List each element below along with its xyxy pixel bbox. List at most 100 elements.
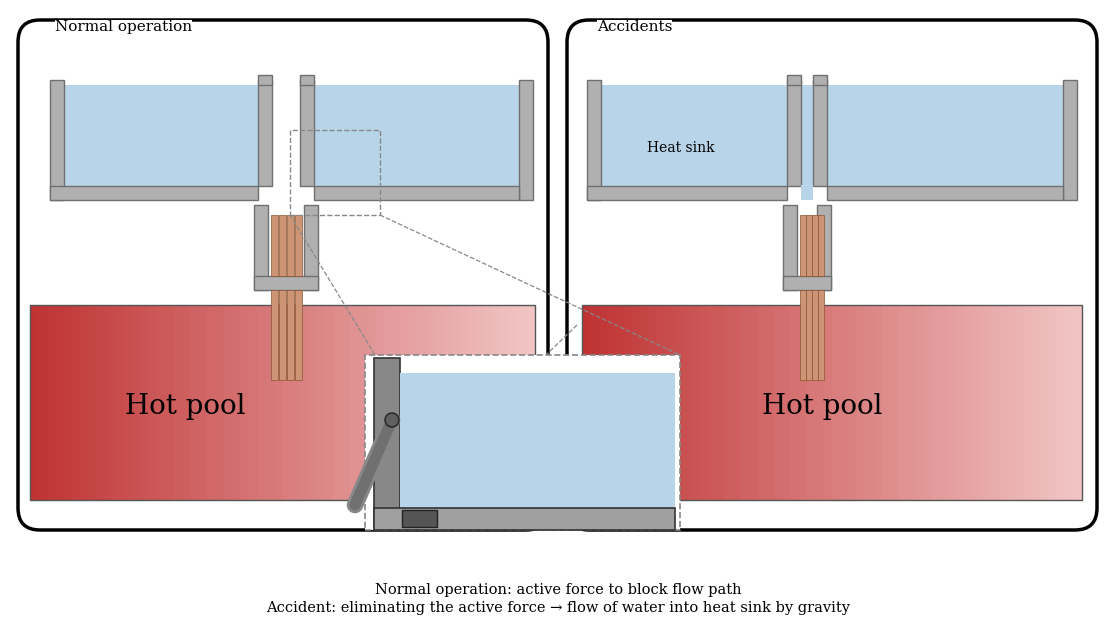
Bar	[207, 305, 217, 500]
Bar	[89, 305, 98, 500]
Bar	[50, 80, 64, 200]
Bar	[588, 186, 787, 200]
Bar	[80, 305, 89, 500]
Bar	[882, 305, 891, 500]
Bar	[308, 305, 317, 500]
Bar	[258, 75, 273, 85]
Bar	[333, 305, 343, 500]
Bar	[451, 305, 460, 500]
Bar	[468, 305, 477, 500]
Bar	[254, 205, 268, 290]
Text: Normal operation: active force to block flow path: Normal operation: active force to block …	[374, 583, 742, 597]
Bar	[271, 215, 278, 276]
Bar	[287, 215, 294, 276]
Bar	[682, 305, 691, 500]
Bar	[417, 305, 427, 500]
Bar	[1073, 305, 1083, 500]
Bar	[342, 305, 351, 500]
Bar	[402, 510, 437, 527]
Bar	[435, 305, 443, 500]
Bar	[806, 215, 812, 276]
FancyBboxPatch shape	[567, 20, 1097, 530]
Bar	[615, 305, 624, 500]
Bar	[476, 305, 486, 500]
Bar	[832, 305, 841, 500]
Bar	[813, 80, 827, 186]
Bar	[240, 305, 250, 500]
Bar	[509, 305, 519, 500]
Bar	[1032, 305, 1041, 500]
Bar	[114, 305, 124, 500]
Bar	[748, 305, 758, 500]
Bar	[674, 305, 682, 500]
Bar	[1057, 305, 1067, 500]
Bar	[782, 305, 791, 500]
Circle shape	[385, 413, 399, 427]
Bar	[640, 305, 650, 500]
Bar	[274, 305, 284, 500]
Bar	[774, 305, 783, 500]
Bar	[295, 290, 302, 380]
Bar	[258, 80, 273, 186]
Bar	[290, 130, 380, 215]
Bar	[974, 305, 983, 500]
Bar	[840, 305, 850, 500]
Bar	[707, 305, 716, 500]
Text: Normal operation: Normal operation	[55, 20, 192, 34]
Bar	[295, 215, 302, 276]
Bar	[223, 305, 233, 500]
Bar	[374, 358, 400, 528]
Bar	[374, 508, 675, 530]
Bar	[649, 305, 658, 500]
Bar	[741, 305, 750, 500]
Bar	[502, 305, 510, 500]
Bar	[300, 80, 314, 186]
Bar	[526, 305, 536, 500]
Bar	[30, 305, 39, 500]
Bar	[757, 305, 766, 500]
Bar	[1066, 305, 1075, 500]
Bar	[249, 305, 258, 500]
Bar	[50, 186, 258, 200]
Bar	[590, 305, 600, 500]
Bar	[409, 305, 418, 500]
Bar	[426, 305, 435, 500]
Bar	[216, 305, 225, 500]
Bar	[164, 305, 174, 500]
Bar	[190, 305, 199, 500]
Text: Accidents: Accidents	[596, 20, 672, 34]
Bar	[806, 290, 812, 380]
Bar	[991, 305, 1000, 500]
Bar	[181, 305, 191, 500]
Bar	[690, 305, 699, 500]
Bar	[1023, 305, 1033, 500]
Bar	[131, 305, 141, 500]
Bar	[1015, 305, 1024, 500]
Bar	[715, 305, 725, 500]
Bar	[1049, 305, 1058, 500]
Bar	[657, 305, 667, 500]
Bar	[299, 305, 308, 500]
Bar	[812, 290, 818, 380]
Bar	[106, 305, 115, 500]
Bar	[806, 305, 817, 500]
Bar	[123, 305, 132, 500]
Bar	[314, 85, 519, 186]
Bar	[800, 290, 806, 380]
Bar	[366, 305, 376, 500]
Bar	[254, 276, 318, 290]
Bar	[279, 290, 286, 380]
Bar	[800, 215, 806, 276]
Bar	[857, 305, 867, 500]
Bar	[799, 305, 808, 500]
Bar	[801, 85, 813, 186]
Bar	[300, 75, 314, 85]
Bar	[932, 305, 942, 500]
Bar	[632, 305, 641, 500]
Bar	[724, 305, 733, 500]
Bar	[199, 305, 208, 500]
Bar	[392, 305, 401, 500]
Bar	[375, 305, 384, 500]
Bar	[359, 305, 367, 500]
Bar	[783, 205, 798, 290]
